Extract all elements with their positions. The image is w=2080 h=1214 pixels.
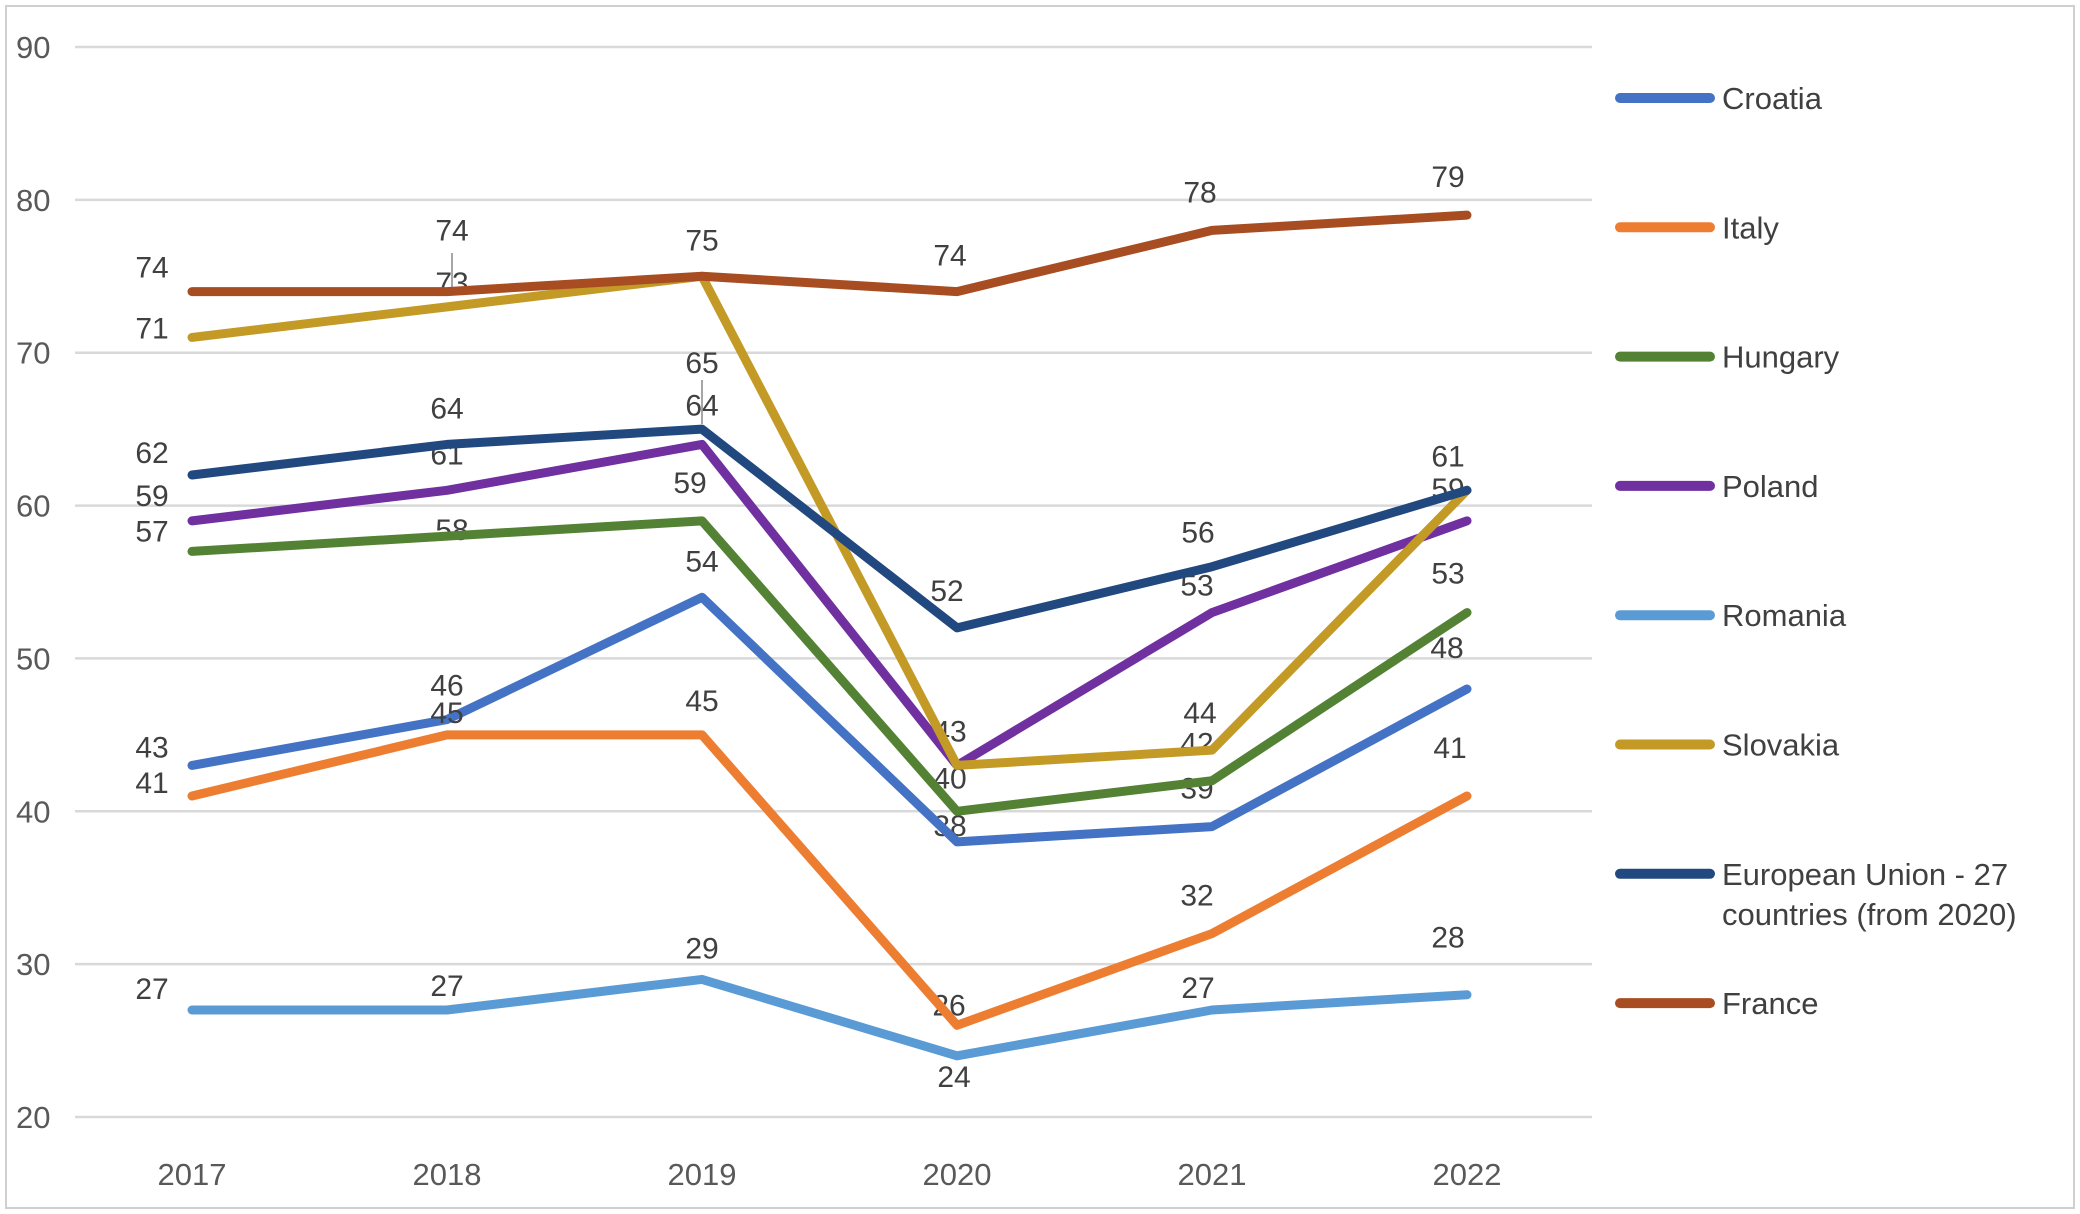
series-romania: 27 27 29 24 27 28	[135, 922, 1464, 1094]
legend-label: Hungary	[1722, 340, 1840, 375]
data-label: 29	[685, 932, 718, 965]
data-label: 79	[1431, 161, 1464, 194]
data-label: 61	[1431, 440, 1464, 473]
series-france: 74 74 75 74 78 79	[135, 161, 1464, 284]
legend-label: Slovakia	[1722, 728, 1840, 763]
data-label: 45	[430, 697, 463, 730]
data-label: 59	[135, 480, 168, 513]
croatia-line	[187, 592, 1472, 847]
legend-item-italy: Italy	[1615, 210, 1779, 245]
data-label: 74	[933, 240, 966, 273]
x-axis-labels: 2017 2018 2019 2020 2021 2022	[158, 1157, 1502, 1192]
y-tick-label: 50	[16, 641, 50, 676]
legend-label: France	[1722, 986, 1818, 1021]
data-label: 43	[135, 731, 168, 764]
data-label: 78	[1183, 176, 1216, 209]
data-label: 53	[1431, 558, 1464, 591]
data-label: 71	[135, 312, 168, 345]
data-label: 44	[1183, 697, 1216, 730]
data-label: 75	[685, 224, 718, 257]
legend-item-hungary: Hungary	[1615, 340, 1840, 375]
legend-item-romania: Romania	[1615, 598, 1847, 633]
data-label: 41	[135, 767, 168, 800]
legend-label: Italy	[1722, 210, 1779, 245]
y-tick-label: 30	[16, 947, 50, 982]
data-label: 54	[685, 545, 718, 578]
hungary-line	[187, 516, 1472, 816]
data-label: 46	[430, 670, 463, 703]
legend-item-european-union-27-countries-from-2020: European Union - 27 countries (from 2020)	[1615, 857, 2017, 932]
y-tick-label: 70	[16, 336, 50, 371]
x-tick-label: 2020	[923, 1157, 992, 1192]
legend-item-slovakia: Slovakia	[1615, 728, 1840, 763]
y-tick-label: 80	[16, 183, 50, 218]
series-european-union-27-countries-from-2020: 62 64 65 52 56 61	[135, 347, 1464, 608]
european-union-27-countries-from-2020-line	[187, 424, 1472, 633]
data-label: 65	[685, 347, 718, 380]
data-label: 74	[135, 252, 168, 285]
x-tick-label: 2018	[413, 1157, 482, 1192]
legend-item-croatia: Croatia	[1615, 81, 1823, 116]
data-label: 58	[435, 514, 468, 547]
data-label: 64	[430, 392, 463, 425]
slovakia-line	[187, 271, 1472, 770]
y-tick-label: 90	[16, 30, 50, 65]
romania-line	[187, 974, 1472, 1061]
legend-label: Poland	[1722, 469, 1819, 504]
y-tick-label: 40	[16, 794, 50, 829]
data-label: 57	[135, 515, 168, 548]
legend-label: countries (from 2020)	[1722, 897, 2017, 932]
data-label: 62	[135, 437, 168, 470]
data-label: 41	[1433, 732, 1466, 765]
gridlines	[75, 45, 1592, 1119]
x-tick-label: 2021	[1178, 1157, 1247, 1192]
data-label: 56	[1181, 517, 1214, 550]
data-label: 64	[685, 389, 718, 422]
data-label: 52	[930, 575, 963, 608]
data-label: 24	[937, 1061, 970, 1094]
y-tick-label: 60	[16, 489, 50, 524]
x-tick-label: 2022	[1433, 1157, 1502, 1192]
data-label: 28	[1431, 922, 1464, 955]
x-tick-label: 2017	[158, 1157, 227, 1192]
chart-border	[5, 5, 2075, 1209]
x-tick-label: 2019	[668, 1157, 737, 1192]
data-label: 45	[685, 685, 718, 718]
data-label: 27	[430, 970, 463, 1003]
data-label: 27	[135, 973, 168, 1006]
legend-item-france: France	[1615, 986, 1818, 1021]
data-label: 27	[1181, 972, 1214, 1005]
poland-line	[187, 439, 1472, 770]
france-line	[187, 210, 1472, 297]
legend-label: Romania	[1722, 598, 1847, 633]
data-label: 32	[1180, 880, 1213, 913]
legend-item-poland: Poland	[1615, 469, 1819, 504]
legend-label: European Union - 27	[1722, 857, 2008, 892]
legend: Croatia Italy Hungary Poland Romania Slovakia…	[1615, 81, 2017, 1021]
italy-line	[187, 730, 1472, 1030]
data-label: 74	[435, 215, 468, 248]
y-axis-labels: 90 80 70 60 50 40 30 20	[16, 30, 50, 1135]
legend-label: Croatia	[1722, 81, 1823, 116]
y-tick-label: 20	[16, 1100, 50, 1135]
data-label: 59	[673, 467, 706, 500]
